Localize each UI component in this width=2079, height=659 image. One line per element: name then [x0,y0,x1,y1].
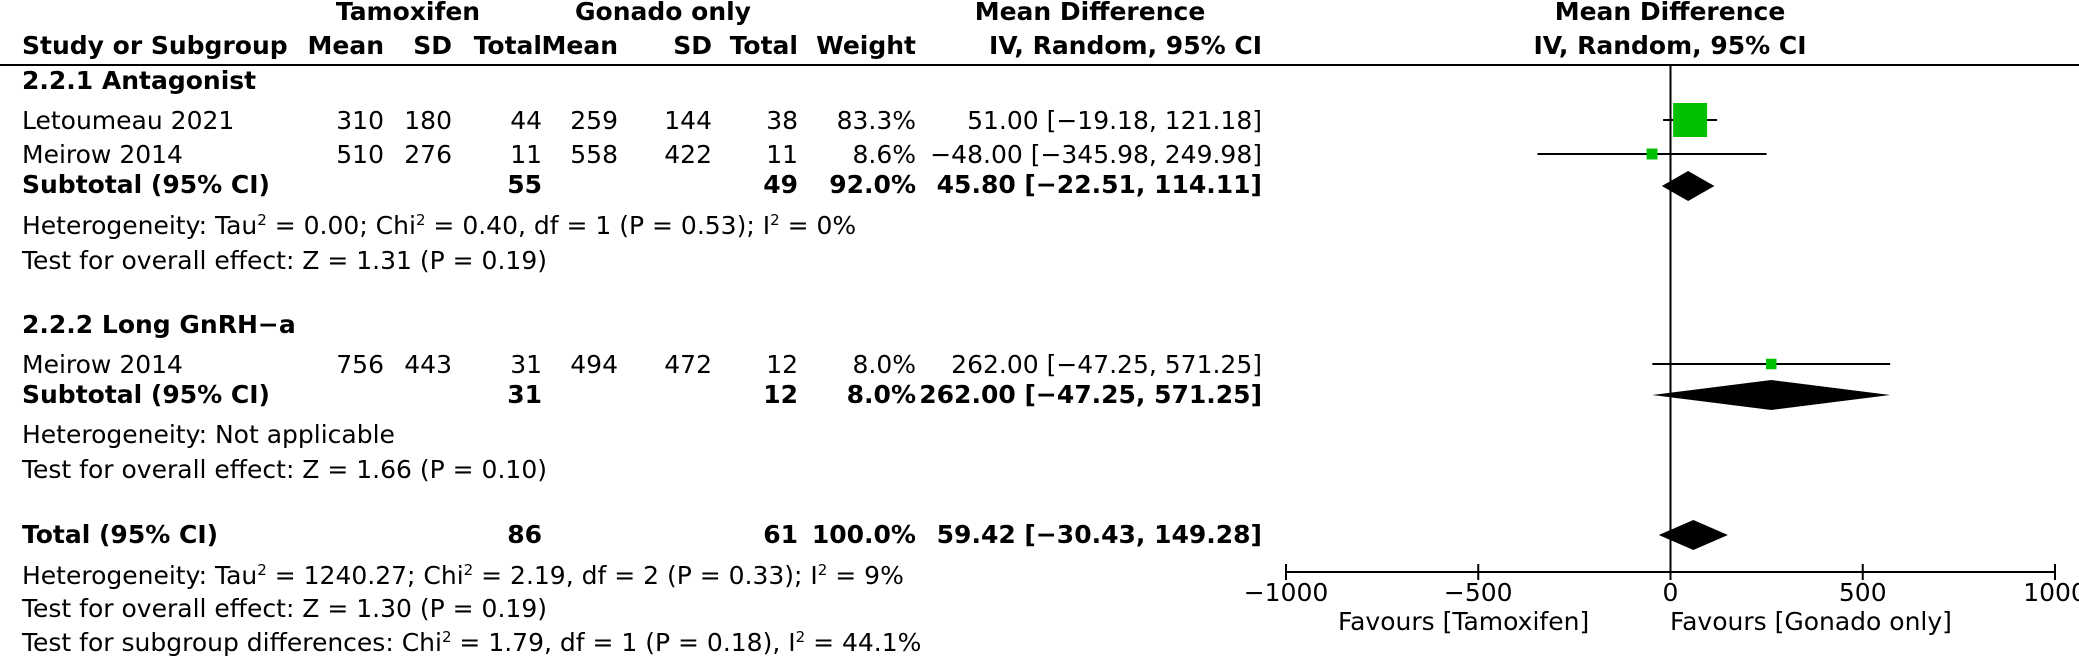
subtotal-ci: 262.00 [−47.25, 571.25] [919,380,1262,409]
favours-left-label: Favours [Tamoxifen] [1338,607,1590,636]
col-sd1: SD [413,31,452,60]
total1: 31 [510,350,542,379]
heterogeneity-text: Heterogeneity: Not applicable [22,420,395,449]
mean1: 310 [336,106,384,135]
subtotal-label: Subtotal (95% CI) [22,380,270,409]
mean1: 510 [336,140,384,169]
plot-method: IV, Random, 95% CI [1533,31,1807,60]
subtotal-total2: 12 [763,380,798,409]
total-total1: 86 [507,520,542,549]
col-weight: Weight [816,31,916,60]
study-name: Meirow 2014 [22,350,183,379]
overall-effect-text: Test for overall effect: Z = 1.31 (P = 0… [22,246,547,275]
ci: 262.00 [−47.25, 571.25] [951,350,1262,379]
col-total1: Total [473,31,542,60]
ci: 51.00 [−19.18, 121.18] [967,106,1262,135]
mean2: 558 [570,140,618,169]
pooled-diamond [1658,520,1728,550]
effect-title: Mean Difference [974,0,1206,26]
subgroup-heading: 2.2.2 Long GnRH−a [22,310,296,339]
x-axis-tick-label: −500 [1444,578,1513,607]
subtotal-total1: 31 [507,380,542,409]
x-axis-tick-label: 0 [1663,578,1679,607]
total-overall-effect-text: Test for overall effect: Z = 1.30 (P = 0… [22,594,547,623]
subgroup-differences-text: Test for subgroup differences: Chi2 = 1.… [22,628,922,657]
study-name: Letoumeau 2021 [22,106,235,135]
x-axis-tick-label: 500 [1839,578,1887,607]
total1: 11 [510,140,542,169]
sd1: 276 [404,140,452,169]
col-mean2: Mean [541,31,618,60]
total-weight: 100.0% [811,520,916,549]
overall-effect-text: Test for overall effect: Z = 1.66 (P = 0… [22,455,547,484]
total2: 11 [766,140,798,169]
study-square [1673,103,1708,137]
sd2: 422 [664,140,712,169]
group1-header: Tamoxifen [335,0,481,26]
study-name: Meirow 2014 [22,140,183,169]
heterogeneity-text: Heterogeneity: Tau2 = 0.00; Chi2 = 0.40,… [22,211,857,240]
total-heterogeneity-text: Heterogeneity: Tau2 = 1240.27; Chi2 = 2.… [22,561,904,590]
subtotal-ci: 45.80 [−22.51, 114.11] [936,170,1262,199]
weight: 8.0% [852,350,916,379]
subtotal-total2: 49 [763,170,798,199]
subtotal-weight: 8.0% [846,380,916,409]
subgroup-heading: 2.2.1 Antagonist [22,66,257,95]
subtotal-weight: 92.0% [829,170,916,199]
mean2: 259 [570,106,618,135]
total2: 12 [766,350,798,379]
effect-method: IV, Random, 95% CI [988,31,1262,60]
sd1: 443 [404,350,452,379]
subtotal-total1: 55 [507,170,542,199]
ci: −48.00 [−345.98, 249.98] [930,140,1262,169]
header-divider [0,64,2079,66]
x-axis-tick-label: −1000 [1244,578,1329,607]
pooled-diamond [1652,380,1891,410]
mean1: 756 [336,350,384,379]
col-mean1: Mean [307,31,384,60]
total-total2: 61 [763,520,798,549]
col-sd2: SD [673,31,712,60]
x-axis-tick-label: 1000 [2023,578,2079,607]
plot-title: Mean Difference [1554,0,1786,26]
weight: 83.3% [836,106,916,135]
col-total2: Total [729,31,798,60]
total-label: Total (95% CI) [22,520,219,549]
group2-header: Gonado only [575,0,751,26]
study-square [1646,148,1658,160]
weight: 8.6% [852,140,916,169]
total1: 44 [510,106,542,135]
study-square [1765,358,1777,370]
col-study: Study or Subgroup [22,31,288,60]
favours-right-label: Favours [Gonado only] [1670,607,1952,636]
pooled-diamond [1661,171,1715,201]
total-ci: 59.42 [−30.43, 149.28] [936,520,1262,549]
sd2: 144 [664,106,712,135]
sd2: 472 [664,350,712,379]
mean2: 494 [570,350,618,379]
total2: 38 [766,106,798,135]
sd1: 180 [404,106,452,135]
subtotal-label: Subtotal (95% CI) [22,170,270,199]
